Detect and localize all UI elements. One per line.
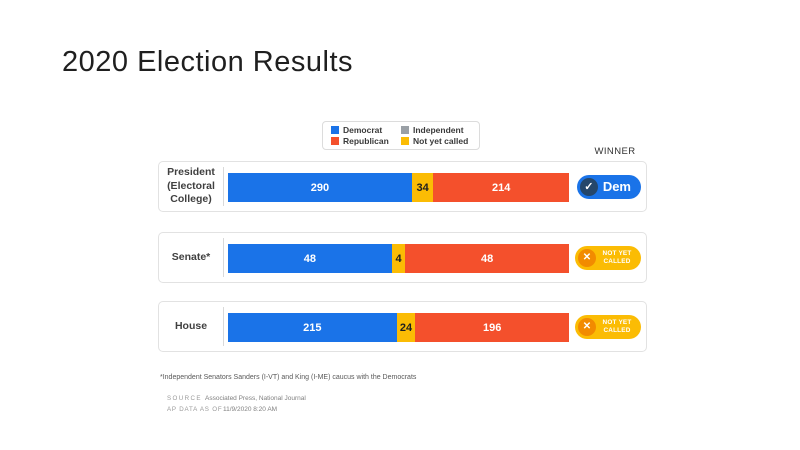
legend-label: Not yet called [413,136,469,147]
legend-item-republican: Republican [331,136,401,146]
bar-segment-republican: 196 [415,313,569,342]
source-value: Associated Press, National Journal [205,395,306,402]
winner-badge-label: NOT YET CALLED [602,249,632,265]
source-line: SOURCE Associated Press, National Journa… [167,395,306,402]
divider [223,238,224,277]
legend-label: Democrat [343,124,383,135]
president-stacked-bar: 290 34 214 [228,173,569,202]
bar-segment-not-yet-called: 24 [396,313,416,342]
bar-segment-not-yet-called: 4 [391,244,406,273]
footnote: *Independent Senators Sanders (I-VT) and… [160,374,417,381]
divider [223,167,224,206]
senate-stacked-bar: 48 4 48 [228,244,570,273]
legend-item-democrat: Democrat [331,125,401,135]
row-senate: Senate* 48 4 48 ✕ NOT YET CALLED [158,232,647,283]
legend-label: Republican [343,136,389,147]
bar-segment-republican: 48 [405,244,570,273]
divider [223,307,224,346]
legend-item-not-yet-called: Not yet called [401,136,481,146]
bar-segment-not-yet-called: 34 [411,173,434,202]
page-title: 2020 Election Results [62,46,353,78]
bar-segment-republican: 214 [433,173,569,202]
house-stacked-bar: 215 24 196 [228,313,569,342]
republican-swatch-icon [331,137,339,146]
row-label-senate: Senate* [171,250,211,263]
bar-segment-democrat: 215 [228,313,397,342]
legend-label: Independent [413,124,464,135]
independent-swatch-icon [401,125,409,134]
legend-item-independent: Independent [401,125,481,135]
winner-column-header: WINNER [594,146,636,157]
winner-badge-not-yet-called: ✕ NOT YET CALLED [575,245,641,270]
not-yet-called-swatch-icon [401,137,409,146]
x-icon: ✕ [578,248,596,267]
as-of-value: 11/9/2020 8:20 AM [223,405,278,413]
source-label: SOURCE [167,395,202,402]
source-block: SOURCE Associated Press, National Journa… [167,395,306,416]
check-icon: ✓ [579,177,598,196]
democrat-swatch-icon [331,125,339,134]
bar-segment-democrat: 290 [228,173,412,202]
data-as-of-line: AP DATA AS OF 11/9/2020 8:20 AM [167,406,306,413]
winner-badge-dem: ✓ Dem [576,174,641,199]
bar-segment-democrat: 48 [228,244,392,273]
x-icon: ✕ [578,317,596,336]
row-president: President (Electoral College) 290 34 214 ✓… [158,161,647,212]
row-label-president: President (Electoral College) [167,166,215,206]
winner-badge-label: NOT YET CALLED [602,318,632,334]
winner-badge-label: Dem [602,179,631,194]
winner-badge-not-yet-called: ✕ NOT YET CALLED [575,314,641,339]
row-house: House 215 24 196 ✕ NOT YET CALLED [158,301,647,352]
legend: Democrat Republican Independent Not yet … [322,121,480,150]
as-of-label: AP DATA AS OF [167,405,223,413]
row-label-house: House [174,319,208,332]
